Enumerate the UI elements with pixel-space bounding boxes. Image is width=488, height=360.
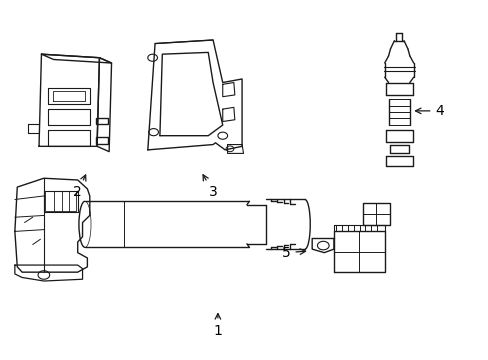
Text: 2: 2: [73, 175, 86, 199]
Text: 5: 5: [281, 246, 305, 260]
Text: 4: 4: [415, 104, 443, 118]
Text: 3: 3: [203, 175, 217, 199]
Text: 1: 1: [213, 314, 222, 338]
